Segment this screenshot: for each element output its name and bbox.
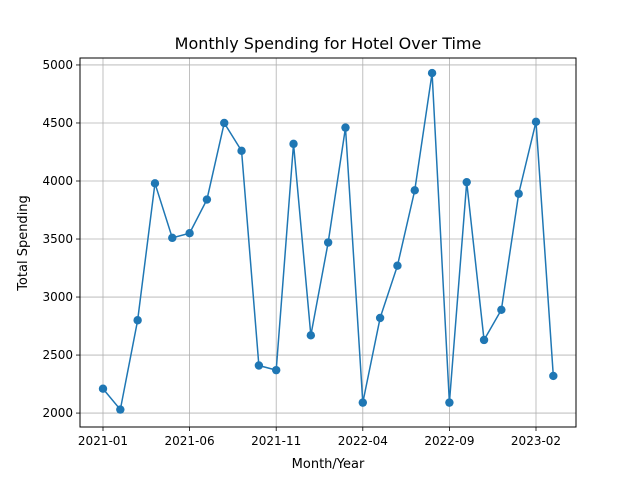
data-point (185, 229, 194, 238)
data-point (549, 371, 558, 381)
data-point (375, 313, 385, 323)
data-point (237, 146, 246, 156)
data-point (306, 331, 316, 340)
y-axis-label: Total Spending (16, 195, 31, 292)
data-point (168, 233, 177, 243)
data-point (98, 384, 108, 393)
data-point (220, 118, 229, 128)
data-point (479, 335, 489, 345)
y-tick-label: 5000 (42, 58, 73, 72)
y-tick-label: 3500 (42, 232, 73, 246)
x-tick-label: 2021-06 (165, 434, 215, 448)
data-point (358, 398, 367, 407)
data-point (272, 365, 281, 375)
y-tick-label: 4000 (42, 174, 73, 188)
data-point (514, 189, 523, 198)
chart-title: Monthly Spending for Hotel Over Time (175, 34, 482, 53)
x-tick-label: 2021-01 (78, 434, 128, 448)
x-tick-label: 2022-04 (338, 434, 388, 448)
x-tick-label: 2023-02 (511, 434, 561, 448)
x-tick-label: 2022-09 (424, 434, 474, 448)
data-point (445, 398, 454, 407)
axis-ticks: 2000 2500 3000 3500 4000 4500 5000 2021-01 2021-… (42, 58, 561, 448)
data-point (254, 361, 264, 370)
data-point (427, 68, 437, 78)
data-point (341, 123, 350, 132)
data-point (410, 186, 419, 195)
data-point (289, 139, 298, 149)
data-point (393, 261, 402, 270)
y-tick-label: 4500 (42, 116, 73, 130)
data-point (323, 238, 333, 247)
y-tick-label: 2500 (42, 348, 73, 362)
data-point (202, 195, 212, 204)
series-markers (98, 68, 558, 414)
x-tick-label: 2021-11 (251, 434, 301, 448)
plot-frame (79, 57, 577, 428)
data-point (497, 305, 506, 315)
y-tick-label: 3000 (42, 290, 73, 304)
data-point (133, 316, 142, 325)
data-point (531, 117, 541, 127)
data-point (150, 179, 160, 188)
x-axis-label: Month/Year (292, 457, 365, 472)
data-point (462, 177, 471, 187)
data-point (116, 405, 125, 414)
y-tick-label: 2000 (42, 406, 73, 420)
